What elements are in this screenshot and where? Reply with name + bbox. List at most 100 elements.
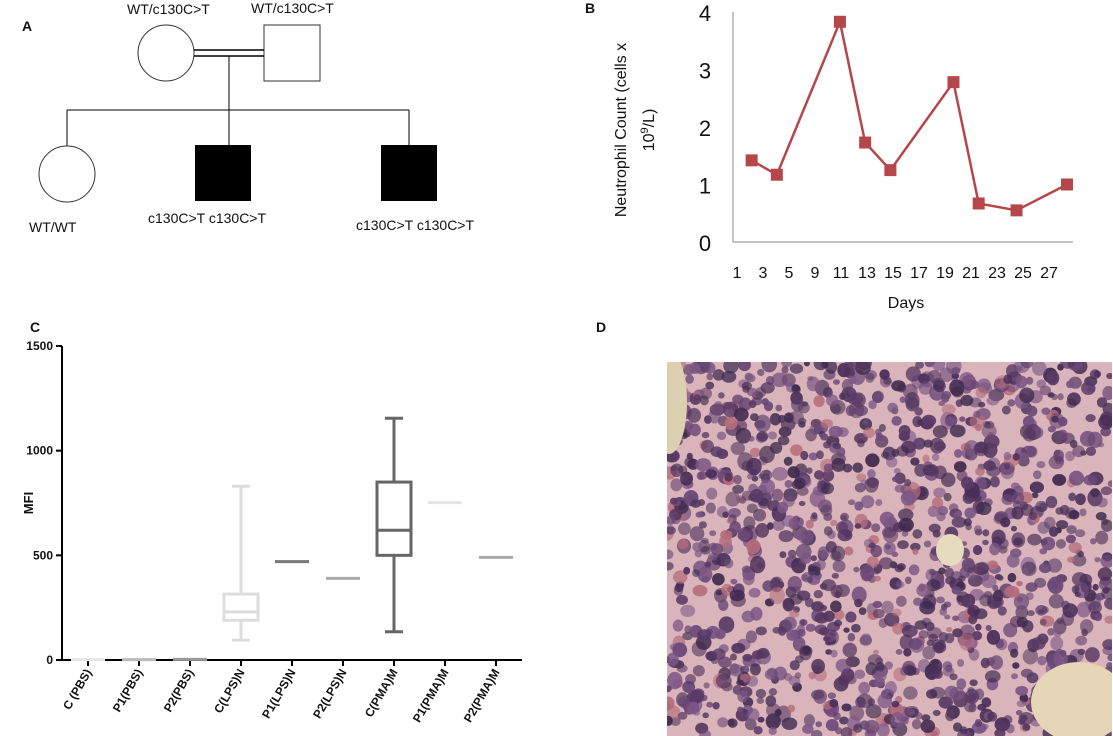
histology-cell-nucleus: [964, 507, 976, 519]
histology-cell-nucleus: [1053, 630, 1062, 637]
histology-cell-nucleus: [920, 719, 936, 734]
histology-cell-nucleus: [1107, 653, 1112, 662]
histology-cell-nucleus: [1056, 520, 1069, 530]
histology-cell-nucleus: [867, 469, 876, 479]
histology-cell-nucleus: [726, 518, 734, 524]
histology-cell-nucleus: [1026, 405, 1038, 417]
histology-cell-nucleus: [756, 431, 769, 442]
histology-cell-nucleus: [732, 484, 744, 494]
histology-cell-nucleus: [944, 685, 959, 700]
histology-cell-nucleus: [959, 416, 966, 422]
histology-cell-nucleus: [891, 416, 902, 426]
histology-cell-nucleus: [814, 612, 829, 624]
neutrophil-data-point: [859, 136, 872, 149]
neutrophil-x-tick-label: 15: [884, 265, 902, 282]
histology-cell-nucleus: [854, 501, 864, 511]
histology-cell-nucleus: [862, 419, 869, 425]
histology-cell-nucleus: [1098, 414, 1112, 430]
histology-cell-nucleus: [756, 697, 765, 704]
histology-cell-nucleus: [799, 552, 812, 564]
histology-cell-nucleus: [1092, 583, 1099, 591]
histology-cell-nucleus: [667, 705, 681, 720]
mother-genotype: WT/c130C>T: [127, 1, 210, 17]
histology-cell-nucleus: [939, 367, 954, 383]
histology-cell-nucleus: [699, 395, 709, 406]
child1-symbol: [38, 145, 96, 203]
histology-cell-nucleus: [789, 660, 800, 671]
histology-cell-nucleus: [867, 698, 875, 706]
histology-cell-nucleus: [746, 708, 760, 722]
histology-cell-nucleus: [927, 505, 939, 518]
histology-cell-nucleus: [868, 400, 877, 410]
histology-cell-nucleus: [922, 464, 937, 476]
histology-cell-nucleus: [1096, 497, 1108, 508]
histology-cell-nucleus: [1012, 453, 1020, 461]
neutrophil-data-point: [884, 164, 897, 177]
histology-cell-nucleus: [973, 442, 989, 457]
histology-cell-nucleus: [830, 519, 838, 527]
histology-cell-nucleus: [683, 566, 691, 575]
histology-cell-nucleus: [875, 499, 883, 507]
histology-cell-nucleus: [1088, 601, 1102, 615]
histology-cell-nucleus: [1051, 393, 1058, 401]
histology-cell-nucleus: [1027, 533, 1042, 546]
histology-cell-nucleus: [894, 472, 906, 485]
histology-cell-nucleus: [727, 718, 738, 728]
histology-cell-nucleus: [979, 594, 992, 607]
histology-cell-nucleus: [825, 719, 839, 732]
histology-cell-nucleus: [1033, 470, 1042, 480]
histology-cell-nucleus: [709, 542, 718, 551]
histology-cell-nucleus: [1083, 474, 1098, 486]
histology-cell-nucleus: [1046, 370, 1060, 386]
histology-cell-nucleus: [674, 583, 684, 593]
histology-cell-nucleus: [890, 712, 905, 728]
histology-cell-nucleus: [829, 699, 839, 708]
histology-cell-nucleus: [768, 726, 777, 736]
histology-cell-nucleus: [902, 660, 916, 675]
histology-cell-nucleus: [695, 511, 704, 518]
histology-cell-nucleus: [828, 425, 843, 438]
child2-symbol: [195, 145, 251, 201]
bone-marrow-histology-image: [667, 362, 1112, 736]
histology-cell-nucleus: [749, 663, 761, 676]
histology-cell-nucleus: [973, 525, 982, 534]
histology-cell-nucleus: [933, 487, 946, 498]
histology-cell-nucleus: [760, 382, 775, 394]
histology-cell-nucleus: [1001, 405, 1011, 415]
histology-cell-nucleus: [833, 677, 849, 692]
histology-cell-nucleus: [960, 394, 974, 407]
histology-cell-nucleus: [863, 427, 875, 439]
histology-cell-nucleus: [1041, 407, 1051, 415]
histology-cell-nucleus: [935, 596, 945, 604]
histology-cell-nucleus: [1057, 429, 1068, 441]
histology-cell-nucleus: [739, 496, 747, 504]
histology-cell-nucleus: [1072, 445, 1085, 458]
histology-cell-nucleus: [961, 593, 976, 608]
histology-cell-nucleus: [832, 560, 846, 573]
neutrophil-y-tick-label: 2: [699, 116, 711, 141]
histology-cell-nucleus: [1025, 376, 1034, 385]
histology-cell-nucleus: [787, 466, 800, 479]
histology-cell-nucleus: [1025, 592, 1034, 601]
histology-cell-nucleus: [1068, 542, 1082, 554]
histology-cell-nucleus: [769, 587, 786, 605]
histology-cell-nucleus: [1068, 492, 1077, 502]
histology-cell-nucleus: [1085, 446, 1097, 456]
histology-cell-nucleus: [1090, 487, 1100, 498]
histology-cell-nucleus: [872, 390, 885, 403]
histology-cell-nucleus: [1079, 508, 1087, 517]
histology-cell-nucleus: [1016, 580, 1023, 587]
histology-cell-nucleus: [848, 375, 857, 385]
histology-cell-nucleus: [938, 696, 954, 709]
histology-cell-nucleus: [1065, 450, 1075, 462]
histology-cell-nucleus: [1007, 399, 1016, 407]
histology-cell-nucleus: [928, 633, 938, 642]
histology-cell-nucleus: [1018, 718, 1026, 725]
histology-cell-nucleus: [790, 444, 803, 456]
mfi-y-tick-label: 1500: [26, 339, 53, 353]
histology-cell-nucleus: [704, 561, 712, 568]
histology-cell-nucleus: [808, 452, 818, 461]
histology-cell-nucleus: [840, 726, 853, 736]
histology-cell-nucleus: [820, 433, 829, 441]
histology-cell-nucleus: [986, 560, 999, 570]
